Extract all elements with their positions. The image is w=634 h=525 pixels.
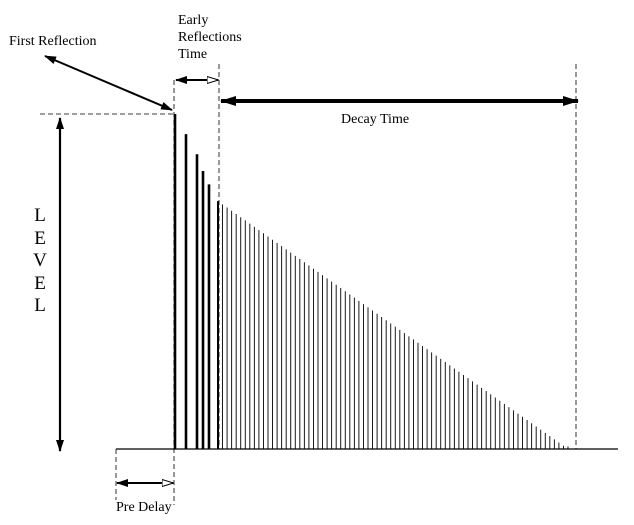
decay-reflections [217,201,569,449]
pre-delay-label: Pre Delay [116,500,172,515]
level-letter: L [34,205,46,226]
early-reflections-time-line-2: Reflections [178,30,242,45]
level-letter: E [34,272,46,294]
level-label: L E V E L [33,205,47,318]
early-reflections-time-label: Early Reflections Time [178,12,242,63]
decay-time-label: Decay Time [341,112,410,127]
first-reflection-pointer [44,55,173,111]
early-reflections [173,114,211,449]
early-reflections-time-line-3: Time [178,47,208,62]
level-letter: L [34,295,46,316]
first-reflection-label: First Reflection [9,34,97,49]
early-reflections-time-line-1: Early [178,13,209,28]
level-letter: E [34,227,46,249]
level-letter: V [33,250,47,271]
